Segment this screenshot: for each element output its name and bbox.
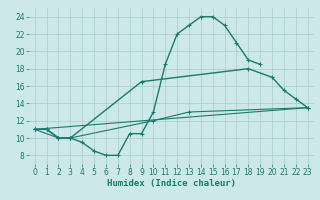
X-axis label: Humidex (Indice chaleur): Humidex (Indice chaleur)	[107, 179, 236, 188]
